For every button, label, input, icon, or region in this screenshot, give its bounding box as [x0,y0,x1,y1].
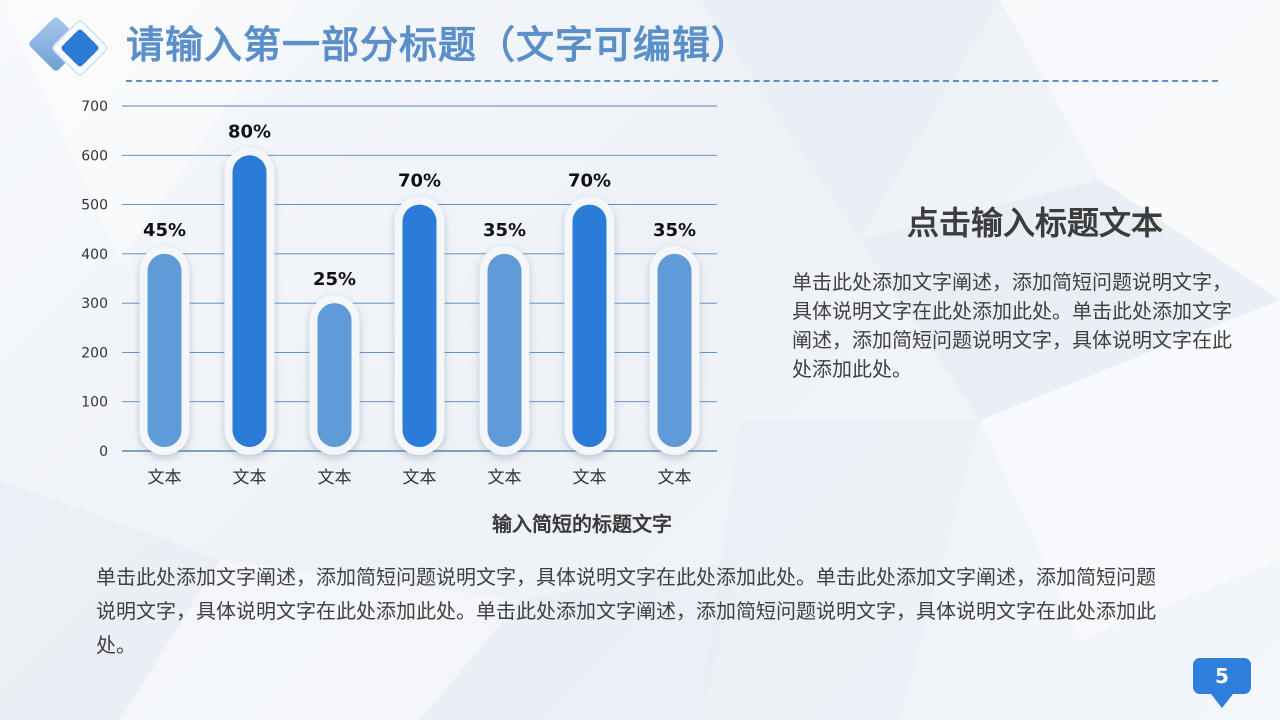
x-tick-label: 文本 [148,468,182,488]
bar [317,303,352,447]
bar [657,253,692,447]
y-tick-label: 400 [81,247,108,263]
x-tick-label: 文本 [658,468,692,488]
x-tick-label: 文本 [318,468,352,488]
x-tick-label: 文本 [233,468,267,488]
bar [572,204,607,447]
x-tick-label: 文本 [403,468,437,488]
side-heading[interactable]: 点击输入标题文本 [906,204,1163,242]
chart-caption: 输入简短的标题文字 [492,512,672,536]
y-tick-label: 300 [81,296,108,312]
y-tick-label: 100 [81,395,108,411]
page-title: 请输入第一部分标题（文字可编辑） [126,23,751,67]
double-diamond-icon [29,17,108,76]
y-tick-label: 0 [99,444,108,460]
data-label: 25% [313,269,356,290]
bar [487,253,522,447]
data-label: 70% [568,171,611,192]
title-divider [126,80,1218,82]
bar [232,155,267,447]
data-label: 80% [228,121,271,142]
data-label: 45% [143,220,186,241]
x-tick-label: 文本 [488,468,522,488]
y-tick-label: 200 [81,345,108,361]
y-tick-label: 700 [81,99,108,115]
y-tick-label: 500 [81,198,108,214]
bar [147,253,182,447]
side-description[interactable]: 单击此处添加文字阐述，添加简短问题说明文字，具体说明文字在此处添加此处。单击此处… [792,270,1232,381]
bar-chart: 0 100 200 300 400 500 600 700 45% 80% 25% 70% 35% 70… [81,99,717,488]
x-tick-label: 文本 [573,468,607,488]
data-label: 70% [398,171,441,192]
data-label: 35% [483,220,526,241]
data-label: 35% [653,220,696,241]
bar [402,204,437,447]
page-number-badge: 5 [1193,658,1251,708]
y-tick-label: 600 [81,148,108,164]
bottom-description[interactable]: 单击此处添加文字阐述，添加简短问题说明文字，具体说明文字在此处添加此处。单击此处… [96,565,1156,657]
